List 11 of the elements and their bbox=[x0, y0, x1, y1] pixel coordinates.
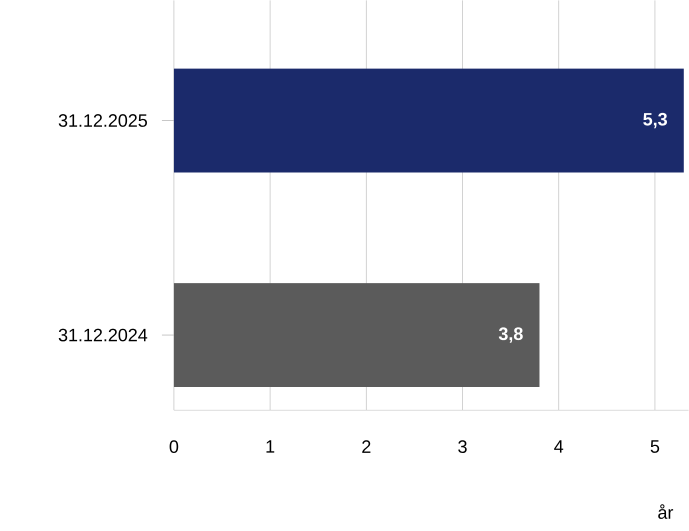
data-label: 5,3 bbox=[643, 112, 667, 128]
y-tick-label: 31.12.2025 bbox=[58, 114, 147, 127]
x-tick-label: 1 bbox=[266, 440, 274, 453]
y-tick-label: 31.12.2024 bbox=[58, 328, 148, 342]
x-tick-label: 0 bbox=[170, 440, 178, 453]
x-tick-label: 5 bbox=[650, 440, 660, 453]
data-label: 3,8 bbox=[498, 327, 523, 343]
x-axis-title: år bbox=[658, 504, 674, 519]
x-tick-label: 2 bbox=[362, 440, 370, 453]
x-tick-label: 4 bbox=[554, 440, 564, 453]
x-tick-label: 3 bbox=[458, 440, 467, 453]
